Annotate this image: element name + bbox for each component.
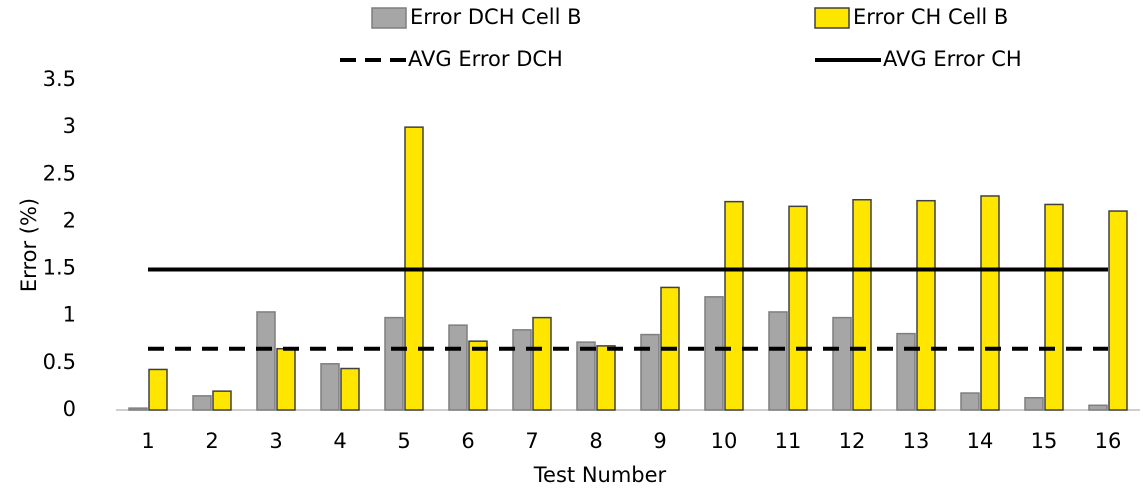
- x-tick-label: 10: [711, 429, 738, 453]
- bar: [596, 345, 616, 411]
- y-tick-label: 0.5: [43, 350, 76, 374]
- bar: [384, 316, 404, 411]
- bar: [320, 363, 340, 411]
- x-tick-label: 14: [967, 429, 994, 453]
- x-tick-label: 1: [141, 429, 154, 453]
- bar: [148, 368, 168, 411]
- bar: [532, 316, 552, 411]
- x-tick-label: 4: [333, 429, 346, 453]
- y-tick-label: 2: [63, 208, 76, 232]
- y-tick-label: 2.5: [43, 161, 76, 185]
- x-tick-label: 15: [1031, 429, 1058, 453]
- bar: [448, 324, 468, 411]
- bar: [916, 199, 936, 411]
- x-tick-label: 3: [269, 429, 282, 453]
- x-tick-label: 5: [397, 429, 410, 453]
- x-tick-label: 12: [839, 429, 866, 453]
- legend-swatch: [814, 7, 850, 29]
- legend-label: AVG Error DCH: [408, 47, 563, 71]
- bar: [724, 200, 744, 411]
- x-tick-label: 9: [653, 429, 666, 453]
- x-axis-label: Test Number: [533, 463, 667, 487]
- legend-label: AVG Error CH: [883, 47, 1022, 71]
- y-tick-label: 0: [63, 397, 76, 421]
- x-tick-label: 13: [903, 429, 930, 453]
- bar: [832, 316, 852, 411]
- y-axis-label: Error (%): [17, 198, 41, 292]
- bar: [768, 311, 788, 411]
- bar: [512, 329, 532, 411]
- bar: [640, 333, 660, 411]
- legend-label: Error CH Cell B: [853, 5, 1008, 29]
- x-tick-label: 8: [589, 429, 602, 453]
- bar: [576, 341, 596, 411]
- bar: [340, 367, 360, 411]
- x-tick-label: 6: [461, 429, 474, 453]
- bar: [1044, 203, 1064, 411]
- y-tick-label: 1: [63, 303, 76, 327]
- bar: [128, 407, 148, 411]
- bar: [896, 332, 916, 411]
- bar: [1024, 396, 1044, 411]
- bar: [704, 296, 724, 411]
- bar: [468, 340, 488, 411]
- bar: [960, 392, 980, 411]
- bar: [212, 390, 232, 411]
- x-tick-label: 11: [775, 429, 802, 453]
- bar: [1088, 404, 1108, 411]
- y-tick-label: 1.5: [43, 256, 76, 280]
- bar: [1108, 210, 1128, 411]
- bar: [788, 205, 808, 411]
- y-tick-label: 3: [63, 114, 76, 138]
- legend-swatch: [371, 7, 407, 29]
- bar: [276, 347, 296, 411]
- bar: [852, 198, 872, 411]
- bar: [256, 311, 276, 411]
- bar: [980, 195, 1000, 411]
- y-tick-label: 3.5: [43, 67, 76, 91]
- x-tick-label: 7: [525, 429, 538, 453]
- x-tick-label: 16: [1095, 429, 1122, 453]
- x-tick-label: 2: [205, 429, 218, 453]
- legend-label: Error DCH Cell B: [410, 5, 582, 29]
- bar: [192, 395, 212, 411]
